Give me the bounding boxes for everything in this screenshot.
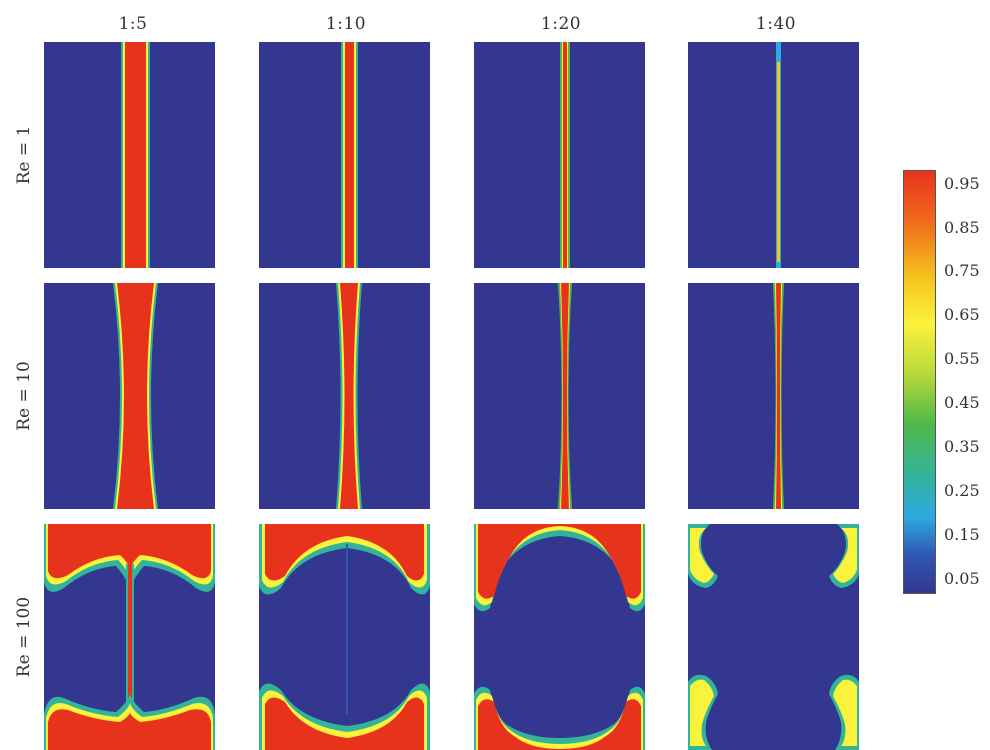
panel-re100-1-10 bbox=[259, 524, 430, 750]
colorbar bbox=[903, 170, 936, 594]
column-label-1-40: 1:40 bbox=[755, 14, 797, 34]
colorbar-tick-0-55: 0.55 bbox=[944, 349, 980, 368]
panel-re10-1-10 bbox=[259, 283, 430, 509]
panel-re1-1-40 bbox=[688, 42, 859, 268]
column-label-1-5: 1:5 bbox=[118, 14, 148, 34]
panel-re100-1-5 bbox=[44, 524, 215, 750]
panel-re100-1-40 bbox=[688, 524, 859, 750]
row-label-re-10: Re = 10 bbox=[14, 361, 34, 431]
column-label-1-20: 1:20 bbox=[540, 14, 582, 34]
panel-re1-1-20 bbox=[474, 42, 645, 268]
row-label-re-100: Re = 100 bbox=[14, 596, 34, 678]
colorbar-tick-0-35: 0.35 bbox=[944, 437, 980, 456]
colorbar-tick-0-75: 0.75 bbox=[944, 261, 980, 280]
panel-re10-1-40 bbox=[688, 283, 859, 509]
column-label-1-10: 1:10 bbox=[325, 14, 367, 34]
panel-re10-1-5 bbox=[44, 283, 215, 509]
panel-re100-1-20 bbox=[474, 524, 645, 750]
colorbar-tick-0-05: 0.05 bbox=[944, 569, 980, 588]
colorbar-tick-0-15: 0.15 bbox=[944, 525, 980, 544]
colorbar-tick-0-45: 0.45 bbox=[944, 393, 980, 412]
colorbar-tick-0-95: 0.95 bbox=[944, 174, 980, 193]
panel-re10-1-20 bbox=[474, 283, 645, 509]
colorbar-tick-0-25: 0.25 bbox=[944, 481, 980, 500]
colorbar-tick-0-65: 0.65 bbox=[944, 305, 980, 324]
panel-re1-1-5 bbox=[44, 42, 215, 268]
row-label-re-1: Re = 1 bbox=[14, 125, 34, 185]
panel-re1-1-10 bbox=[259, 42, 430, 268]
colorbar-tick-0-85: 0.85 bbox=[944, 218, 980, 237]
